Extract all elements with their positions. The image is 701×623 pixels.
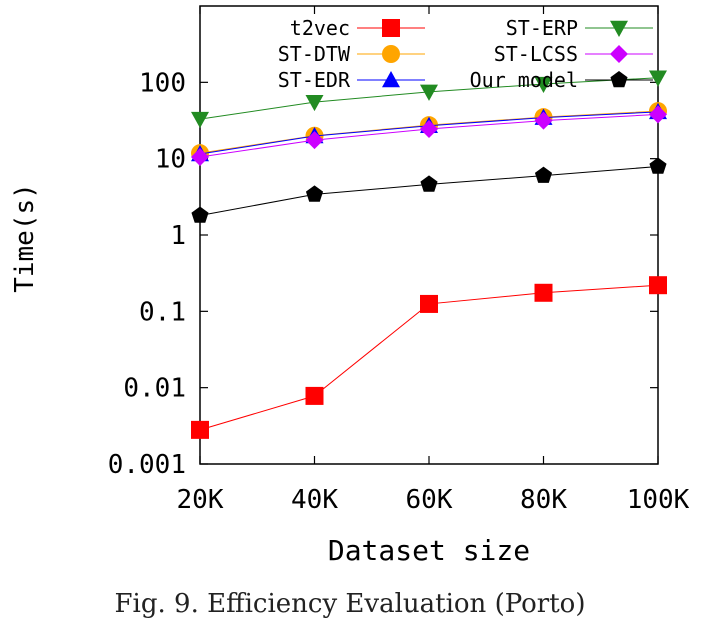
- data-point-t2vec: [534, 283, 553, 302]
- data-point-our-model: [191, 206, 209, 223]
- legend-label: ST-EDR: [278, 68, 351, 92]
- legend-label: Our model: [470, 68, 578, 92]
- x-tick-label: 20K: [177, 485, 224, 515]
- x-axis-label: Dataset size: [328, 534, 530, 567]
- legend-label: t2vec: [290, 16, 350, 40]
- series-our-model: [191, 157, 667, 223]
- legend-marker: [610, 45, 628, 63]
- data-point-st-lcss: [420, 119, 438, 138]
- y-tick-label: 1: [170, 221, 186, 251]
- legend-marker: [382, 71, 400, 88]
- legend-label: ST-LCSS: [494, 42, 578, 66]
- data-point-t2vec: [649, 276, 667, 295]
- legend-item-our-model: Our model: [470, 68, 653, 92]
- x-tick-label: 80K: [520, 485, 567, 515]
- x-tick-label: 60K: [406, 485, 453, 515]
- x-tick-label: 100K: [627, 485, 690, 515]
- y-axis-label: Time(s): [10, 183, 40, 293]
- legend: t2vec ST-ERP ST-DTW ST-LCSS ST-EDR Our model: [278, 16, 653, 92]
- series-st-lcss: [191, 105, 667, 167]
- data-point-st-erp: [534, 76, 553, 94]
- data-point-t2vec: [420, 294, 438, 313]
- legend-label: ST-ERP: [506, 16, 578, 40]
- legend-marker: [382, 45, 400, 63]
- data-point-st-lcss: [305, 131, 324, 150]
- y-tick-label: 10: [155, 145, 186, 175]
- legend-item-st-lcss: ST-LCSS: [494, 42, 653, 66]
- data-point-our-model: [649, 157, 667, 174]
- legend-label: ST-DTW: [278, 42, 351, 66]
- legend-item-st-dtw: ST-DTW: [278, 42, 425, 66]
- y-tick-label: 0.001: [108, 450, 186, 480]
- plot-frame: [199, 5, 659, 465]
- data-point-our-model: [305, 185, 324, 202]
- data-point-st-erp: [305, 94, 324, 112]
- series-t2vec: [191, 276, 667, 439]
- x-tick-label: 40K: [291, 485, 338, 515]
- data-point-t2vec: [305, 386, 324, 405]
- data-point-st-erp: [191, 111, 209, 129]
- data-point-st-erp: [649, 70, 667, 87]
- y-tick-label: 0.1: [139, 297, 186, 327]
- legend-marker: [382, 19, 400, 37]
- figure-caption: Fig. 9. Efficiency Evaluation (Porto): [115, 589, 586, 619]
- data-point-st-lcss: [191, 148, 209, 167]
- series-layer: [191, 70, 667, 439]
- series-st-erp: [191, 70, 667, 129]
- data-point-t2vec: [191, 420, 209, 439]
- data-point-st-lcss: [534, 111, 553, 130]
- y-tick-label: 0.01: [123, 374, 186, 404]
- data-point-our-model: [420, 175, 438, 192]
- legend-item-st-edr: ST-EDR: [278, 68, 425, 92]
- y-tick-label: 100: [139, 68, 186, 98]
- legend-item-t2vec: t2vec: [290, 16, 425, 40]
- legend-marker: [610, 20, 628, 37]
- legend-marker: [610, 71, 628, 88]
- data-point-st-lcss: [649, 105, 667, 124]
- legend-item-st-erp: ST-ERP: [506, 16, 653, 40]
- data-point-our-model: [534, 166, 553, 183]
- y-axis: 0.001 0.01 0.1 1 10 100: [108, 68, 658, 480]
- x-axis: 20K 40K 60K 80K 100K: [177, 6, 690, 515]
- data-point-st-erp: [420, 84, 438, 101]
